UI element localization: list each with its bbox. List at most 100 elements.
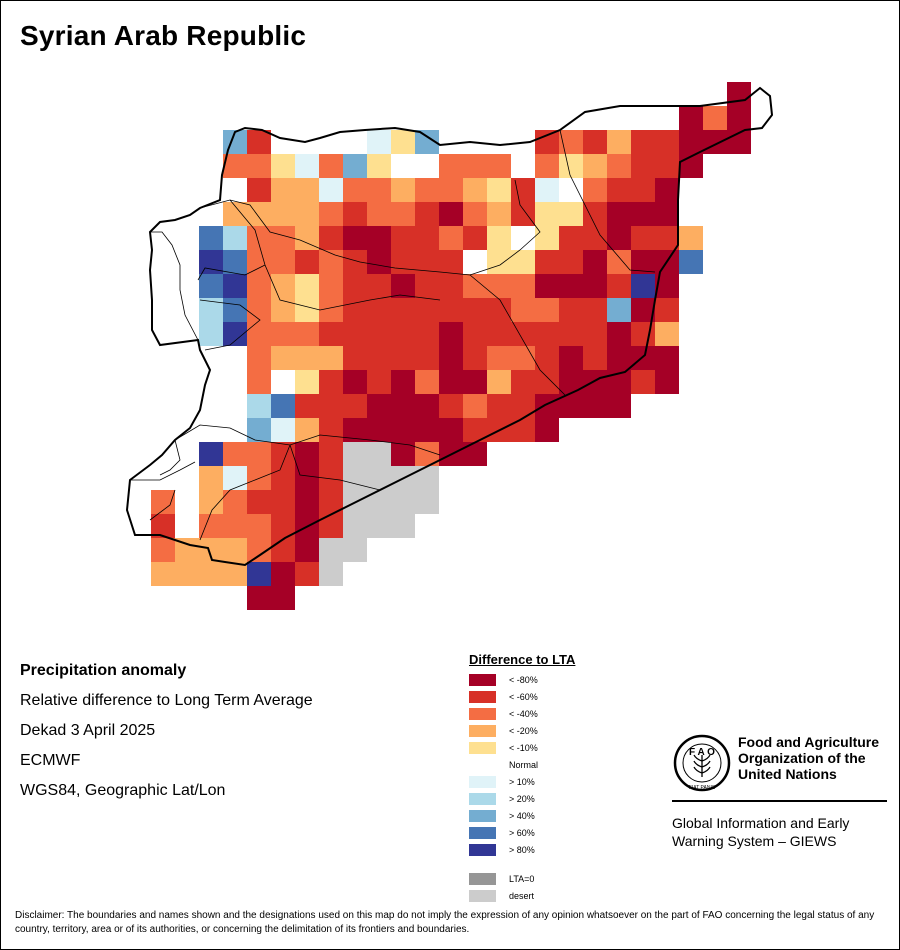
internal-border-2 [197,199,566,396]
grid-cell-p60 [679,250,703,274]
grid-cell-m20 [271,274,295,298]
grid-cell-m80 [391,442,415,466]
info-line-1: Relative difference to Long Term Average [20,692,313,709]
grid-cell-m60 [631,370,655,394]
grid-cell-m60 [583,202,607,226]
grid-cell-m80 [607,394,631,418]
legend-item-norm: Normal [469,756,575,773]
grid-cell-m40 [367,178,391,202]
grid-cell-m10 [487,226,511,250]
grid-cell-m20 [463,178,487,202]
legend-label: < -10% [509,742,538,753]
disclaimer: Disclaimer: The boundaries and names sho… [15,910,875,935]
internal-border-3 [130,424,441,541]
grid-cell-m80 [391,418,415,442]
grid-cell-m60 [511,178,535,202]
grid-cell-m80 [271,562,295,586]
grid-cell-m60 [391,298,415,322]
grid-cell-m40 [511,346,535,370]
grid-cell-m40 [247,274,271,298]
grid-cell-m20 [487,370,511,394]
grid-cell-m60 [367,274,391,298]
grid-cell-p10 [367,130,391,154]
grid-cell-m60 [367,370,391,394]
grid-cell-m40 [247,154,271,178]
grid-cell-m20 [295,418,319,442]
grid-cell-m40 [247,514,271,538]
grid-cell-p80 [199,442,223,466]
grid-cell-m60 [583,298,607,322]
internal-border-1 [199,129,656,276]
grid-cell-p80 [199,250,223,274]
grid-cell-m40 [223,514,247,538]
grid-cell-m60 [343,394,367,418]
fao-logo-icon: F A O FIAT PANIS [673,734,731,792]
grid-cell-m40 [223,490,247,514]
grid-cell-m60 [463,298,487,322]
grid-cell-m80 [367,394,391,418]
grid-cell-m40 [487,274,511,298]
grid-cell-m80 [607,346,631,370]
grid-cell-m20 [319,346,343,370]
grid-cell-m20 [223,538,247,562]
grid-cell-m60 [247,490,271,514]
grid-cell-m80 [439,322,463,346]
grid-cell-m80 [439,202,463,226]
grid-cell-m40 [607,154,631,178]
grid-cell-m80 [463,370,487,394]
grid-cell-m60 [343,202,367,226]
grid-cell-m60 [511,394,535,418]
grid-cell-m40 [511,274,535,298]
grid-cell-d [343,538,367,562]
legend-item-desert: desert [469,887,575,904]
grid-cell-m60 [343,274,367,298]
grid-cell-m20 [583,154,607,178]
grid-cell-m20 [607,130,631,154]
grid-cell-m60 [559,226,583,250]
svg-text:F A O: F A O [689,747,715,758]
grid-cell-m80 [703,130,727,154]
grid-cell-m80 [295,466,319,490]
grid-cell-m60 [511,370,535,394]
grid-cell-m20 [679,226,703,250]
grid-cell-m60 [415,226,439,250]
giews-label: Global Information and Early Warning Sys… [672,814,849,850]
grid-cell-m80 [583,394,607,418]
grid-cell-m40 [319,250,343,274]
grid-cell-m60 [655,154,679,178]
grid-cell-m40 [247,298,271,322]
grid-cell-m40 [343,178,367,202]
grid-cell-m60 [415,298,439,322]
grid-cell-m10 [295,298,319,322]
grid-cell-m80 [391,394,415,418]
legend-item-p60: > 60% [469,824,575,841]
grid-cell-m40 [511,298,535,322]
grid-cell-m80 [439,370,463,394]
grid-cell-m60 [559,322,583,346]
grid-cell-m60 [535,130,559,154]
grid-cell-d [367,514,391,538]
grid-cell-m20 [487,202,511,226]
grid-cell-m40 [439,226,463,250]
grid-cell-m20 [271,202,295,226]
legend-label: > 60% [509,827,535,838]
grid-cell-m40 [271,322,295,346]
fao-motto: FIAT PANIS [689,785,716,791]
grid-cell-m80 [655,202,679,226]
grid-cell-m80 [727,106,751,130]
grid-cell-m80 [583,274,607,298]
grid-cell-m40 [319,202,343,226]
grid-cell-m60 [463,226,487,250]
country-border [125,86,774,567]
grid-cell-m60 [271,538,295,562]
grid-cell-m20 [271,346,295,370]
grid-cell-m20 [655,322,679,346]
legend-swatch [469,843,496,856]
grid-cell-m20 [295,178,319,202]
grid-cell-m80 [535,274,559,298]
legend-label: LTA=0 [509,873,535,884]
legend-item-p10: > 10% [469,773,575,790]
grid-cell-m80 [679,130,703,154]
grid-cell-m60 [583,130,607,154]
grid-cell-m40 [319,154,343,178]
